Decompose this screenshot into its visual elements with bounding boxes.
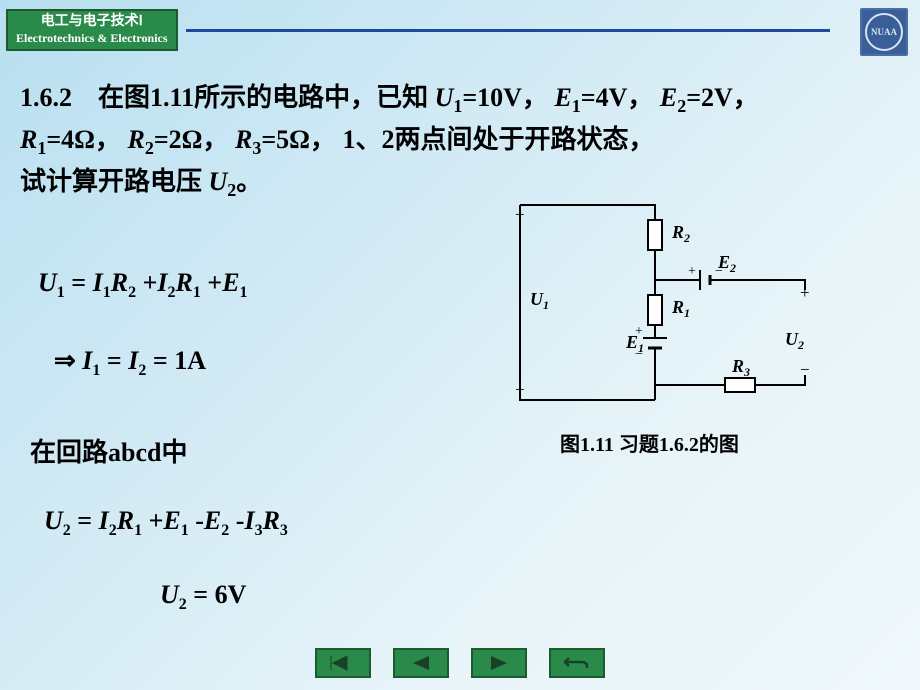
svg-text:U1: U1 <box>530 289 549 312</box>
svg-text:R1: R1 <box>671 297 690 320</box>
var-U1: U <box>435 83 454 112</box>
svg-text:−: − <box>800 360 810 379</box>
nav-first-button[interactable] <box>315 648 371 678</box>
sub-E2: 2 <box>677 96 686 116</box>
svg-text:+: + <box>635 324 643 339</box>
header-divider <box>186 29 830 32</box>
problem-end: 。 <box>236 167 262 196</box>
problem-statement: 1.6.2 在图1.11所示的电路中，已知 U1=10V， E1=4V， E2=… <box>20 78 900 205</box>
problem-text-1: 在图1.11所示的电路中，已知 <box>98 83 428 112</box>
equation-3: U2 = I2R1 +E1 -E2 -I3R3 <box>44 506 288 540</box>
sub-R3: 3 <box>252 138 261 158</box>
problem-text-2: 1、2两点间处于开路状态， <box>342 125 654 154</box>
var-R2: R <box>127 125 144 154</box>
sub-R2: 2 <box>145 138 154 158</box>
problem-number: 1.6.2 <box>20 83 72 112</box>
val-R1: =4Ω， <box>46 125 121 154</box>
val-E1: =4V， <box>581 83 654 112</box>
course-name-en: Electrotechnics & Electronics <box>16 31 168 47</box>
val-R3: =5Ω， <box>261 125 336 154</box>
svg-text:R2: R2 <box>671 222 690 245</box>
svg-text:−: − <box>515 380 525 399</box>
var-E1: E <box>554 83 571 112</box>
equation-1: U1 = I1R2 +I2R1 +E1 <box>38 268 248 302</box>
equation-4: U2 = 6V <box>160 580 246 614</box>
nav-prev-button[interactable] <box>393 648 449 678</box>
svg-text:+: + <box>800 283 810 302</box>
header-bar: 电工与电子技术Ⅰ Electrotechnics & Electronics <box>0 8 920 52</box>
var-U2: U <box>209 167 228 196</box>
svg-text:−: − <box>635 347 643 362</box>
nav-next-button[interactable] <box>471 648 527 678</box>
val-U1: =10V， <box>462 83 548 112</box>
implies-arrow: ⇒ <box>54 346 76 375</box>
svg-text:U2: U2 <box>785 329 804 352</box>
svg-text:R3: R3 <box>731 356 750 379</box>
problem-text-3: 试计算开路电压 <box>20 167 202 196</box>
val-E2: =2V， <box>686 83 759 112</box>
svg-text:+: + <box>688 264 696 279</box>
nav-buttons <box>315 648 605 678</box>
var-E2: E <box>660 83 677 112</box>
sub-R1: 1 <box>37 138 46 158</box>
equation-2: ⇒ I1 = I2 = 1A <box>54 346 206 380</box>
var-R1: R <box>20 125 37 154</box>
svg-text:+: + <box>515 205 525 224</box>
university-logo: NUAA <box>860 8 908 56</box>
course-badge: 电工与电子技术Ⅰ Electrotechnics & Electronics <box>6 9 178 51</box>
sub-E1: 1 <box>572 96 581 116</box>
nav-return-button[interactable] <box>549 648 605 678</box>
course-name-cn: 电工与电子技术Ⅰ <box>16 13 168 31</box>
var-R3: R <box>235 125 252 154</box>
figure-caption: 图1.11 习题1.6.2的图 <box>560 428 739 457</box>
loop-text: 在回路abcd中 <box>30 432 187 469</box>
sub-U1: 1 <box>453 96 462 116</box>
logo-text: NUAA <box>865 13 903 51</box>
val-R2: =2Ω， <box>154 125 229 154</box>
svg-text:−: − <box>715 264 723 279</box>
sub-U2: 2 <box>227 181 236 201</box>
circuit-diagram: R2 R1 R3 E2 E1 U1 U2 + − + − + − + − <box>500 190 830 420</box>
